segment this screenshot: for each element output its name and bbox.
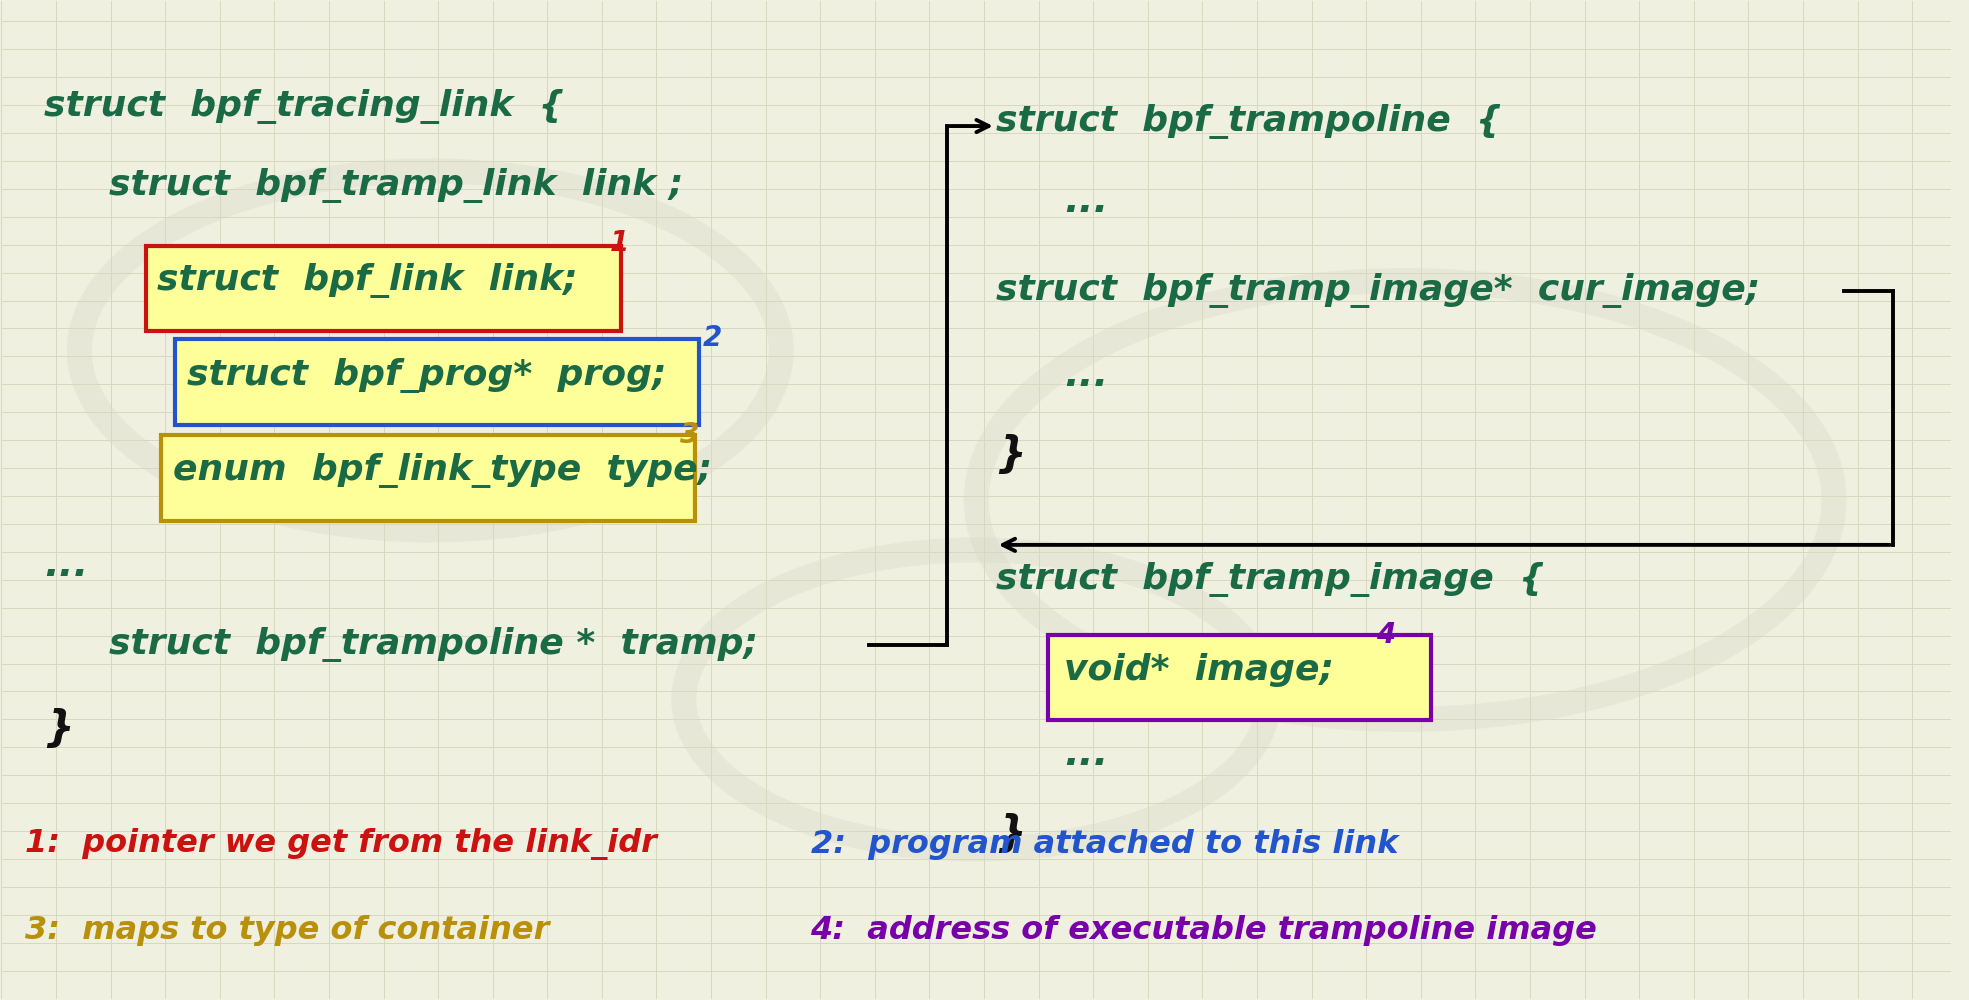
Text: struct  bpf_tramp_image  {: struct bpf_tramp_image { bbox=[996, 562, 1544, 597]
Text: 2:  program attached to this link: 2: program attached to this link bbox=[811, 829, 1398, 860]
Text: 1:  pointer we get from the link_idr: 1: pointer we get from the link_idr bbox=[26, 828, 656, 860]
Text: 2: 2 bbox=[703, 324, 723, 352]
Text: }: } bbox=[43, 708, 75, 750]
Text: enum  bpf_link_type  type;: enum bpf_link_type type; bbox=[173, 453, 713, 488]
Text: struct  bpf_trampoline  {: struct bpf_trampoline { bbox=[996, 104, 1502, 139]
FancyBboxPatch shape bbox=[1048, 635, 1431, 720]
Text: ...: ... bbox=[1063, 735, 1109, 773]
Text: 4: 4 bbox=[1376, 621, 1396, 649]
Text: void*  image;: void* image; bbox=[1063, 653, 1333, 687]
Text: struct  bpf_tracing_link  {: struct bpf_tracing_link { bbox=[43, 89, 565, 124]
Text: struct  bpf_link  link;: struct bpf_link link; bbox=[158, 263, 579, 298]
FancyBboxPatch shape bbox=[146, 246, 622, 331]
Text: 4:  address of executable trampoline image: 4: address of executable trampoline imag… bbox=[811, 915, 1597, 946]
Text: ...: ... bbox=[43, 546, 89, 584]
Text: }: } bbox=[996, 813, 1026, 855]
FancyBboxPatch shape bbox=[175, 339, 699, 425]
Text: struct  bpf_prog*  prog;: struct bpf_prog* prog; bbox=[187, 358, 666, 393]
Text: }: } bbox=[996, 434, 1026, 476]
FancyBboxPatch shape bbox=[161, 435, 695, 521]
Text: 1: 1 bbox=[610, 229, 628, 257]
Text: ...: ... bbox=[1063, 356, 1109, 394]
Text: 3: 3 bbox=[679, 421, 699, 449]
Text: struct  bpf_tramp_image*  cur_image;: struct bpf_tramp_image* cur_image; bbox=[996, 273, 1760, 308]
Text: struct  bpf_tramp_link  link ;: struct bpf_tramp_link link ; bbox=[108, 168, 683, 203]
Text: 3:  maps to type of container: 3: maps to type of container bbox=[26, 915, 549, 946]
Text: struct  bpf_trampoline *  tramp;: struct bpf_trampoline * tramp; bbox=[108, 627, 758, 662]
Text: ...: ... bbox=[1063, 182, 1109, 220]
